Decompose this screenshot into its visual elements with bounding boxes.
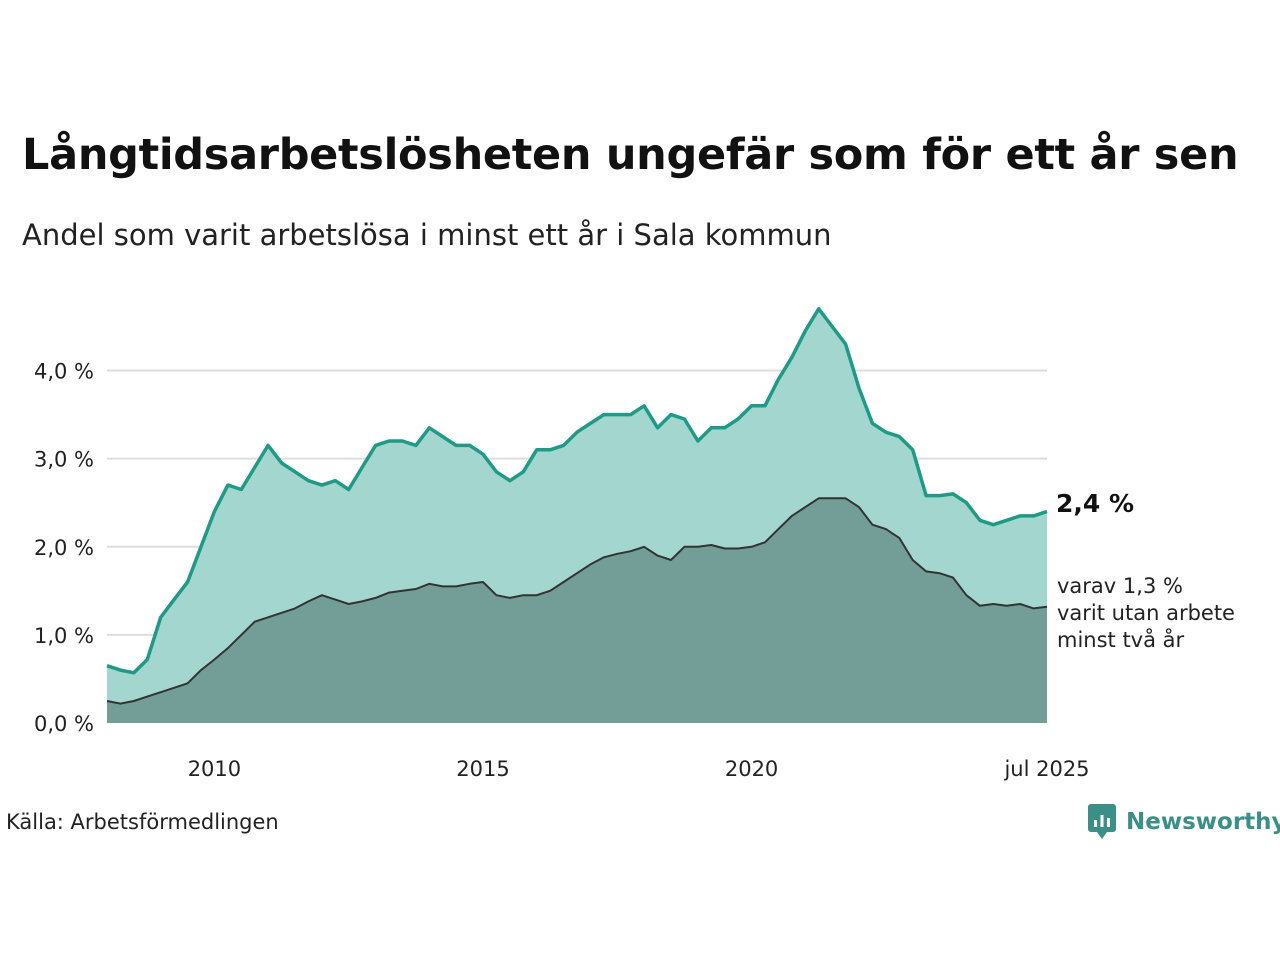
- sub-label-line-2: varit utan arbete: [1057, 601, 1235, 625]
- area-layer: [106, 307, 1048, 723]
- y-tick-label: 2,0 %: [34, 536, 94, 560]
- x-tick-label: 2020: [725, 757, 778, 781]
- very-long-term-area: [107, 498, 1047, 723]
- sub-label-line-3: minst två år: [1057, 627, 1185, 652]
- y-tick-label: 3,0 %: [34, 448, 94, 472]
- newsworthy-logo-icon: [1088, 804, 1116, 839]
- y-tick-label: 1,0 %: [34, 624, 94, 648]
- chart-title: Långtidsarbetslösheten ungefär som för e…: [22, 130, 1239, 180]
- axis-layer: 0,0 % 1,0 % 2,0 % 3,0 % 4,0 % 2010 2015 2020 jul…: [34, 360, 1090, 782]
- source-note: Källa: Arbetsförmedlingen: [6, 810, 279, 834]
- y-tick-label: 0,0 %: [34, 712, 94, 736]
- y-tick-label: 4,0 %: [34, 360, 94, 384]
- very-long-term-line: [106, 497, 1048, 705]
- sub-label-line-1: varav 1,3 %: [1057, 574, 1183, 598]
- x-tick-label: jul 2025: [1003, 757, 1089, 781]
- x-tick-label: 2010: [188, 757, 241, 781]
- brand-name: Newsworthy: [1126, 809, 1280, 835]
- end-value-label: 2,4 %: [1056, 489, 1134, 518]
- brand-logo: Newsworthy: [1088, 804, 1280, 840]
- long-term-line: [106, 307, 1048, 675]
- chart-subtitle: Andel som varit arbetslösa i minst ett å…: [22, 218, 832, 252]
- x-tick-label: 2015: [456, 757, 509, 781]
